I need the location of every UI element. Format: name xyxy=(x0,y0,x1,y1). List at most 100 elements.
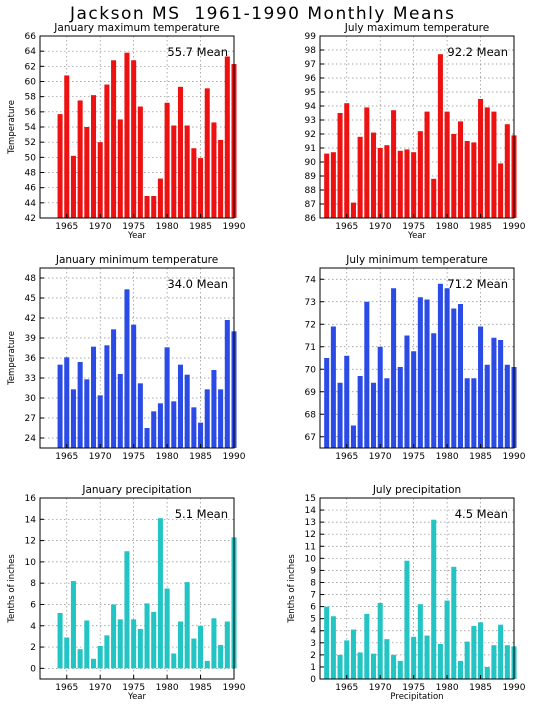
data-bar xyxy=(478,99,484,218)
chart-panel-3: 24 27 30 33 36 39 42 45 48 1965 1970 1975 1980 1985 19… xyxy=(7,254,246,462)
data-bar xyxy=(70,389,76,448)
data-bar xyxy=(364,107,370,218)
y-tick-label: 70 xyxy=(305,365,317,375)
data-bar xyxy=(171,125,177,218)
data-bar xyxy=(151,196,157,218)
y-tick-label: 2 xyxy=(310,651,316,661)
data-bar xyxy=(57,364,63,448)
mean-annotation: 4.5 Mean xyxy=(455,507,508,521)
chart-panel-4: 67 68 69 70 71 72 73 74 1965 1970 1975 1980 1985 1990… xyxy=(305,254,526,462)
data-bar xyxy=(404,149,410,218)
data-bar xyxy=(111,329,117,448)
data-bar xyxy=(90,95,97,218)
y-tick-label: 8 xyxy=(30,579,36,589)
data-bar xyxy=(411,351,417,448)
data-bar xyxy=(137,106,143,218)
data-bar xyxy=(471,625,477,679)
x-tick-label: 1985 xyxy=(469,222,492,232)
y-tick-label: 4 xyxy=(310,627,316,637)
data-bar xyxy=(491,111,497,218)
data-bar xyxy=(111,604,117,669)
y-tick-label: 1 xyxy=(310,663,316,673)
data-bar xyxy=(377,602,383,679)
data-bar xyxy=(350,425,356,448)
data-bar xyxy=(437,644,443,679)
x-tick-label: 1965 xyxy=(55,222,78,232)
y-tick-label: 68 xyxy=(305,410,317,420)
y-tick-label: 99 xyxy=(305,32,317,42)
data-bar xyxy=(157,178,163,218)
data-bar xyxy=(444,600,450,679)
data-bar xyxy=(404,560,410,679)
data-bar xyxy=(451,566,457,679)
y-tick-label: 8 xyxy=(310,578,316,588)
data-bar xyxy=(471,142,477,218)
data-bar xyxy=(397,150,403,218)
y-tick-label: 91 xyxy=(305,144,316,154)
y-tick-label: 48 xyxy=(25,169,37,179)
y-tick-label: 14 xyxy=(305,506,317,516)
data-bar xyxy=(191,638,197,669)
data-bar xyxy=(417,604,423,679)
y-tick-label: 89 xyxy=(305,172,317,182)
x-tick-label: 1970 xyxy=(369,222,392,232)
chart-title: July maximum temperature xyxy=(344,22,489,34)
y-tick-label: 69 xyxy=(305,388,317,398)
data-bar xyxy=(70,155,76,218)
data-bar xyxy=(357,376,363,448)
data-bar xyxy=(117,119,123,218)
y-tick-label: 4 xyxy=(30,622,36,632)
data-bar xyxy=(224,56,230,218)
y-tick-label: 12 xyxy=(305,530,316,540)
data-bar xyxy=(337,654,343,679)
y-tick-label: 42 xyxy=(25,214,36,224)
data-bar xyxy=(64,75,70,218)
y-tick-label: 95 xyxy=(305,88,316,98)
data-bar xyxy=(144,603,150,669)
x-tick-label: 1970 xyxy=(89,452,112,462)
data-bar xyxy=(478,622,484,679)
data-bar xyxy=(97,645,103,669)
data-bar xyxy=(224,621,230,669)
data-bar xyxy=(77,649,83,669)
data-bar xyxy=(177,364,184,448)
y-tick-label: 73 xyxy=(305,298,316,308)
data-bar xyxy=(437,283,443,448)
data-bar xyxy=(357,136,363,218)
data-bar xyxy=(198,422,204,448)
x-tick-label: 1980 xyxy=(436,222,459,232)
data-bar xyxy=(464,141,470,218)
x-tick-label: 1980 xyxy=(156,222,179,232)
data-bar xyxy=(84,620,90,669)
data-bar xyxy=(137,383,143,448)
data-bar xyxy=(471,378,477,448)
data-bar xyxy=(504,645,510,679)
y-tick-label: 44 xyxy=(25,199,37,209)
data-bar xyxy=(131,60,137,219)
mean-annotation: 92.2 Mean xyxy=(447,45,508,59)
data-bar xyxy=(444,111,450,218)
data-bar xyxy=(330,152,336,218)
y-tick-label: 27 xyxy=(25,414,36,424)
data-bar xyxy=(478,326,484,448)
data-bar xyxy=(377,148,383,218)
data-bar xyxy=(177,86,184,218)
data-bar xyxy=(137,628,143,669)
data-bar xyxy=(204,88,210,218)
y-tick-label: 64 xyxy=(25,47,37,57)
data-bar xyxy=(131,619,137,669)
plot-frame xyxy=(39,497,235,680)
data-bar xyxy=(431,178,437,218)
data-bar xyxy=(457,121,464,218)
data-bar xyxy=(157,403,163,448)
data-bar xyxy=(104,345,110,448)
data-bar xyxy=(211,618,217,669)
data-bar xyxy=(377,346,383,448)
data-bar xyxy=(404,335,410,448)
data-bar xyxy=(424,299,430,448)
data-bar xyxy=(491,645,497,679)
x-axis-label: Precipitation xyxy=(390,692,443,702)
data-bar xyxy=(350,202,356,218)
x-axis-label: Year xyxy=(407,231,427,241)
